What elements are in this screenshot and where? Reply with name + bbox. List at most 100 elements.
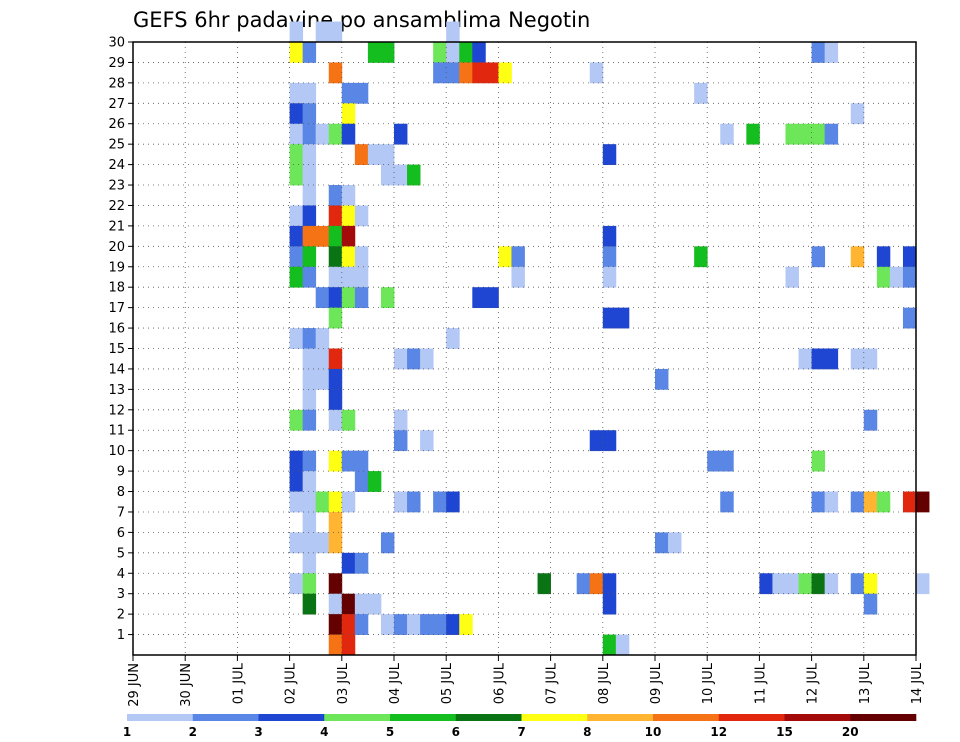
y-tick-label: 25: [108, 138, 125, 153]
precip-cell: [328, 389, 343, 411]
x-tick-label: 03 JUL: [336, 662, 351, 704]
precip-cell: [302, 123, 317, 145]
precip-cell: [315, 225, 330, 247]
precip-cell: [798, 573, 812, 595]
precip-cell: [328, 348, 343, 370]
precip-cell: [602, 430, 617, 452]
precip-cell: [302, 225, 317, 247]
precip-cell: [511, 266, 525, 288]
precip-cell: [354, 246, 369, 268]
precip-cell: [302, 450, 317, 472]
legend-swatch: [258, 714, 325, 721]
precip-cell: [341, 614, 356, 635]
precip-cell: [394, 430, 408, 452]
precip-cell: [289, 144, 304, 165]
precip-cell: [302, 511, 317, 533]
precip-cell: [459, 42, 473, 63]
precip-cell: [354, 82, 369, 104]
precip-cell: [694, 246, 708, 268]
legend-label: 15: [776, 725, 793, 739]
precip-cell: [433, 491, 447, 513]
precip-cell: [798, 348, 812, 370]
precip-cell: [485, 287, 499, 309]
precip-cell: [302, 42, 317, 63]
x-tick-label: 08 JUL: [597, 662, 612, 704]
precip-cell: [302, 593, 317, 615]
precip-cell: [315, 328, 330, 349]
legend-label: 8: [583, 725, 591, 739]
precip-cell: [315, 287, 330, 309]
precip-cell: [380, 287, 395, 309]
precip-cell: [589, 430, 604, 452]
precip-cell: [394, 348, 408, 370]
precip-cell: [289, 532, 304, 554]
precip-cell: [433, 42, 447, 63]
precip-cell: [367, 471, 382, 492]
precip-cell: [354, 614, 369, 635]
legend-swatch: [718, 714, 785, 721]
precip-cell: [289, 246, 304, 268]
legend-swatch: [455, 714, 522, 721]
x-tick-label: 07 JUL: [545, 662, 560, 704]
y-tick-label: 2: [117, 608, 125, 623]
precip-cell: [341, 103, 356, 125]
precip-cell: [289, 82, 304, 104]
precip-cell: [602, 144, 617, 165]
x-tick-label: 10 JUL: [701, 662, 716, 704]
precip-cell: [811, 42, 826, 63]
precip-cell: [315, 348, 330, 370]
legend-swatch: [127, 714, 194, 721]
precip-cell: [341, 185, 356, 206]
precip-cell: [289, 21, 304, 43]
precip-cell: [302, 82, 317, 104]
legend-label: 1: [123, 725, 131, 739]
precip-cell: [420, 614, 434, 635]
precip-cell: [433, 614, 447, 635]
precip-cell: [328, 409, 343, 431]
precip-cell: [668, 532, 682, 554]
precip-cell: [328, 205, 343, 227]
x-tick-label: 14 JUL: [910, 662, 925, 704]
precip-cell: [302, 471, 317, 492]
precip-cell: [785, 266, 799, 288]
legend-label: 7: [517, 725, 525, 739]
precip-cell: [341, 409, 356, 431]
precip-cell: [328, 225, 343, 247]
precip-cell: [380, 42, 395, 63]
precip-cell: [302, 246, 317, 268]
precip-cell: [446, 62, 460, 84]
y-tick-label: 24: [108, 158, 125, 173]
precip-cell: [824, 573, 839, 595]
legend-swatch: [521, 714, 588, 721]
precip-cell: [328, 614, 343, 635]
precip-cell: [328, 491, 343, 513]
precip-cell: [354, 205, 369, 227]
precip-cell: [341, 593, 356, 615]
legend-label: 3: [254, 725, 262, 739]
precip-cell: [824, 491, 839, 513]
precip-cell: [720, 450, 734, 472]
y-tick-label: 28: [108, 76, 125, 91]
legend-label: 10: [645, 725, 662, 739]
precip-cell: [863, 491, 878, 513]
precip-cell: [302, 348, 317, 370]
precip-cell: [394, 491, 408, 513]
precip-cell: [289, 328, 304, 349]
precip-cell: [576, 573, 591, 595]
y-tick-label: 27: [108, 97, 125, 112]
precip-cell: [459, 62, 473, 84]
precip-cell: [328, 123, 343, 145]
legend-swatch: [850, 714, 917, 721]
precip-cell: [341, 450, 356, 472]
precip-cell: [811, 123, 826, 145]
y-tick-label: 11: [108, 424, 125, 439]
precip-cell: [341, 634, 356, 656]
precip-cell: [589, 573, 604, 595]
precip-cell: [328, 634, 343, 656]
precip-cell: [785, 123, 799, 145]
y-tick-label: 21: [108, 219, 125, 234]
precip-cell: [289, 123, 304, 145]
precip-cell: [876, 491, 891, 513]
precip-cell: [302, 552, 317, 574]
precip-cell: [446, 491, 460, 513]
